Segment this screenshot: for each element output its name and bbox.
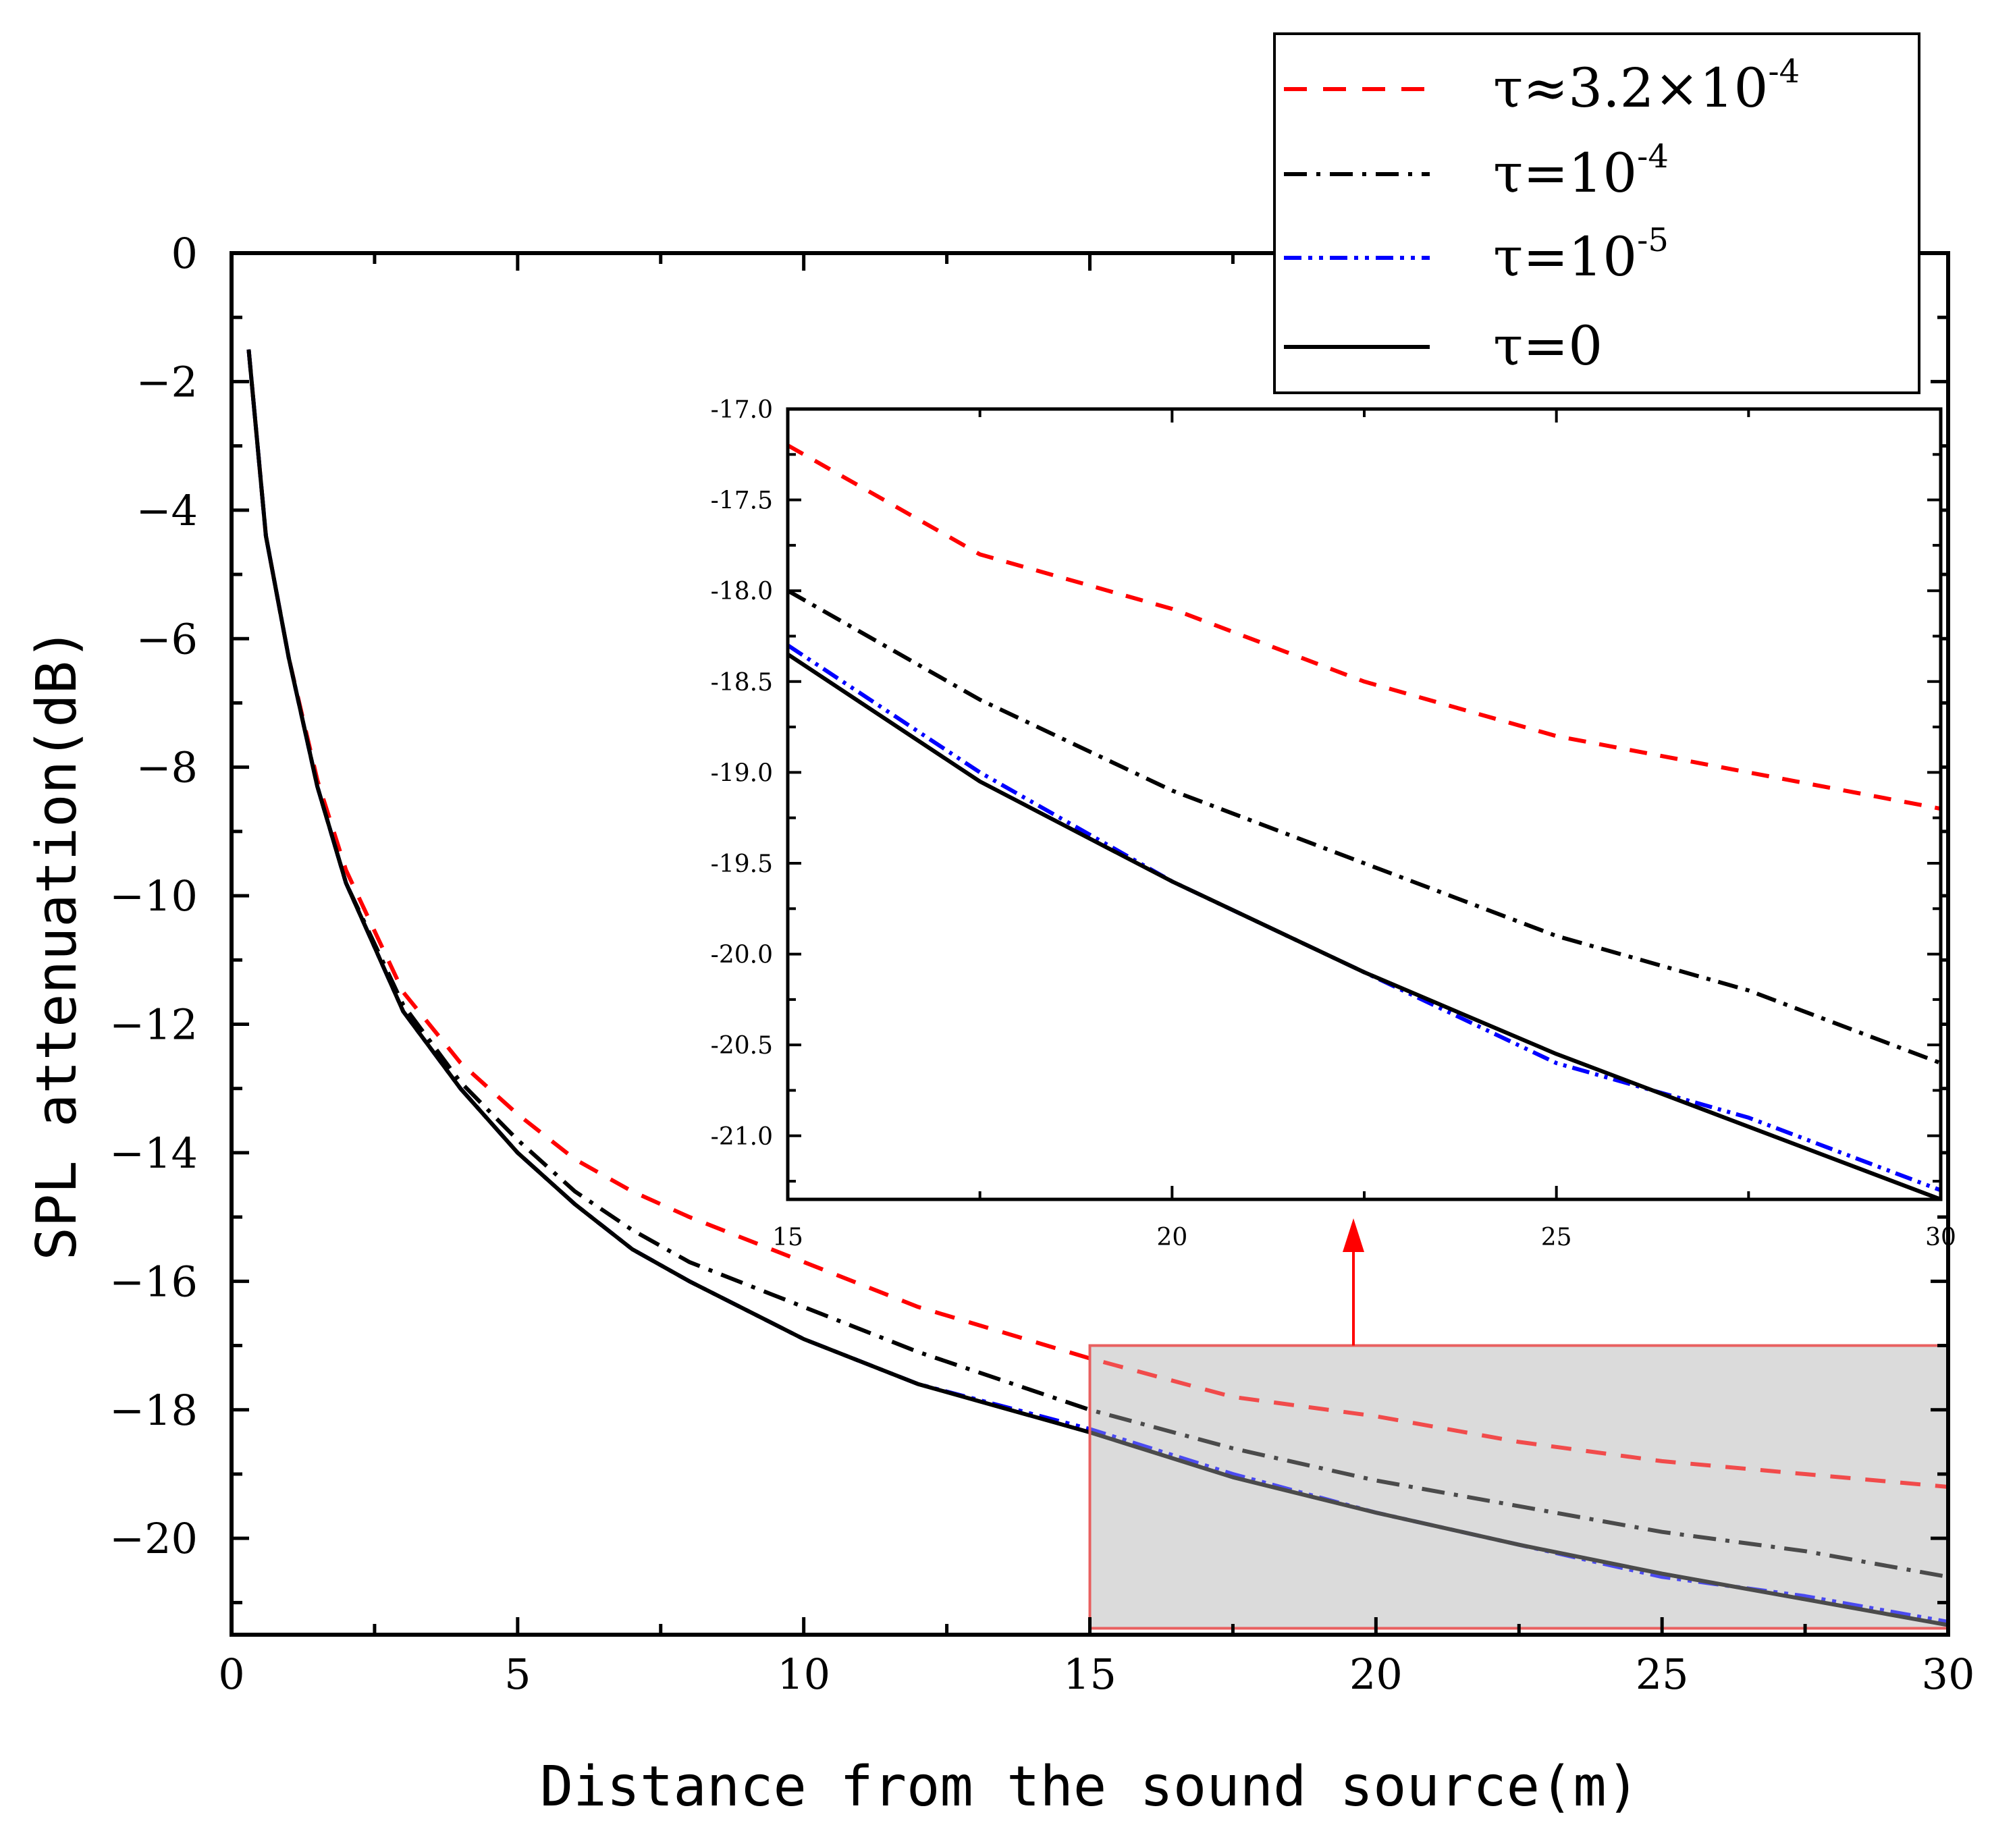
x-tick-label: 15 <box>1063 1650 1117 1699</box>
y-tick-label: −6 <box>136 614 198 663</box>
inset-series-group <box>788 443 1941 1199</box>
y-tick-label: −14 <box>109 1129 198 1178</box>
x-tick-label: 0 <box>218 1650 244 1699</box>
zoom-region <box>1090 1345 1948 1629</box>
inset-series-line-tau_0 <box>788 652 1941 1199</box>
legend-label-tau_3.2e-4: τ≈3.2×10-4 <box>1493 53 1800 119</box>
legend-label-tau_1e-5: τ=10-5 <box>1493 221 1669 288</box>
x-tick-label: 5 <box>504 1650 531 1699</box>
y-tick-label: −16 <box>109 1257 198 1306</box>
y-axis-title: SPL attenuation(dB) <box>25 628 89 1261</box>
x-tick-label: 25 <box>1636 1650 1689 1699</box>
legend-label-tau_0: τ=0 <box>1493 315 1603 377</box>
inset-y-tick-label: -18.5 <box>711 669 773 697</box>
zoom-box <box>1088 1344 1949 1630</box>
y-tick-label: −2 <box>136 357 198 406</box>
inset-y-tick-label: -18.0 <box>711 578 773 605</box>
inset-y-tick-label: -19.0 <box>711 759 773 787</box>
legend: τ≈3.2×10-4 τ=10-4 τ=10-5 τ=0 <box>1273 32 1920 394</box>
series-line-tau_0 <box>246 349 1948 1627</box>
inset-y-tick-label: -21.0 <box>711 1123 773 1151</box>
inset-series-line-tau_1e-4 <box>788 589 1941 1065</box>
inset-plot: 15 20 25 30 -17.0 -17.5 -18.0 -18.5 -19.0 -19.5 -2… <box>711 396 1956 1251</box>
x-tick-label: 20 <box>1349 1650 1403 1699</box>
inset-x-tick-label: 20 <box>1156 1224 1187 1251</box>
legend-label-tau_1e-4: τ=10-4 <box>1493 138 1669 205</box>
x-tick-label: 30 <box>1922 1650 1975 1699</box>
zoom-arrow-head <box>1343 1218 1364 1252</box>
inset-background <box>788 409 1941 1199</box>
inset-x-tick-label: 30 <box>1925 1224 1956 1251</box>
main-plot: 0 5 10 15 20 25 30 0 −2 −4 −6 −8 −10 −12 −14 −16 −18 −20 D… <box>25 229 1974 1819</box>
inset-x-tick-label: 25 <box>1541 1224 1572 1251</box>
y-tick-label: −8 <box>136 743 198 792</box>
y-tick-label: −10 <box>109 871 198 921</box>
inset-y-tick-label: -20.5 <box>711 1032 773 1060</box>
legend-box <box>1273 32 1920 394</box>
inset-y-tick-label: -17.5 <box>711 487 773 515</box>
inset-series-line-tau_3.2e-4 <box>788 443 1941 811</box>
inset-y-tick-label: -19.5 <box>711 850 773 878</box>
y-tick-label: 0 <box>171 229 198 278</box>
inset-y-tick-label: -20.0 <box>711 942 773 969</box>
y-tick-label: −18 <box>109 1386 198 1435</box>
y-tick-label: −20 <box>109 1514 198 1563</box>
y-tick-label: −12 <box>109 1000 198 1050</box>
main-series-group <box>246 349 1948 1627</box>
series-line-tau_3.2e-4 <box>246 349 1948 1489</box>
x-axis-title: Distance from the sound source(m) <box>540 1755 1640 1819</box>
y-tick-label: −4 <box>136 486 198 535</box>
inset-y-tick-label: -17.0 <box>711 396 773 424</box>
inset-x-tick-label: 15 <box>772 1224 803 1251</box>
x-tick-label: 10 <box>777 1650 830 1699</box>
